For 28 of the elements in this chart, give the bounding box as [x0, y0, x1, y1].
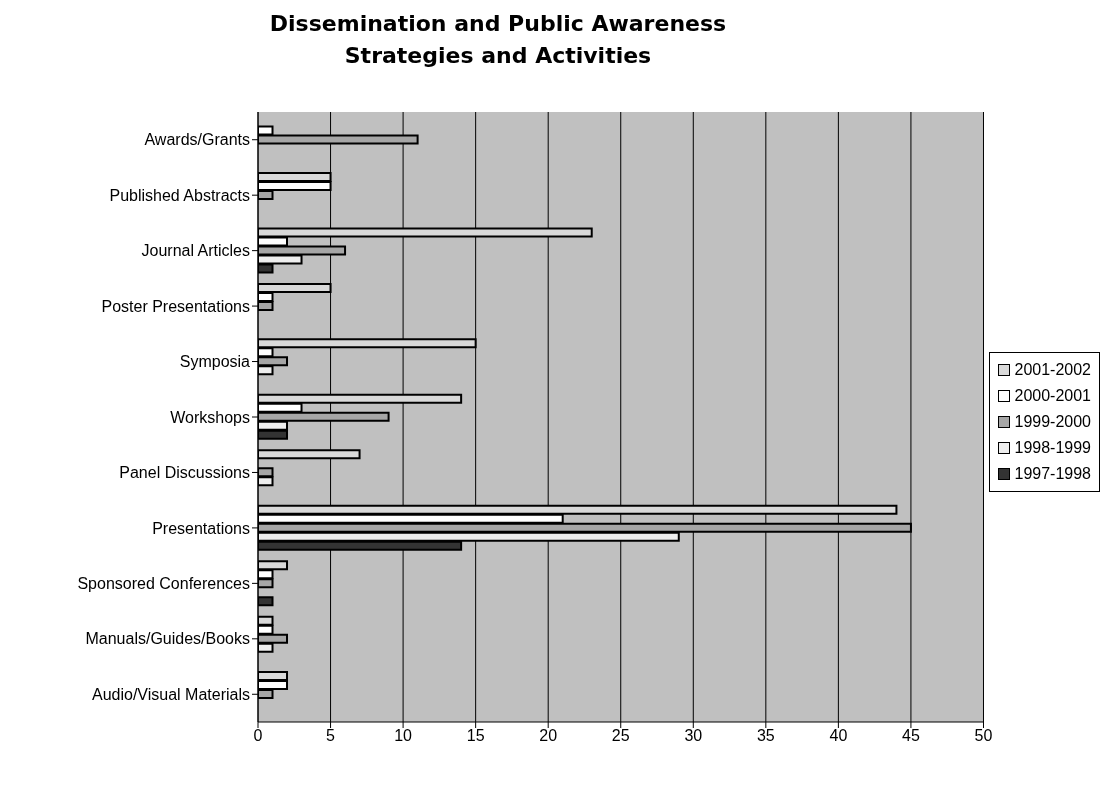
y-tick-label: Journal Articles: [141, 242, 250, 260]
legend-label: 1998-1999: [1014, 438, 1091, 458]
x-tick-label: 5: [326, 727, 336, 745]
legend-label: 1997-1998: [1014, 464, 1091, 484]
legend-label: 1999-2000: [1014, 412, 1091, 432]
x-tick-label: 25: [611, 727, 630, 745]
y-tick-label: Awards/Grants: [144, 131, 250, 149]
x-tick-label: 20: [539, 727, 558, 745]
y-tick-label: Symposia: [179, 353, 251, 371]
legend-label: 2001-2002: [1014, 360, 1091, 380]
y-tick-label: Workshops: [170, 408, 250, 426]
x-tick-label: 30: [684, 727, 703, 745]
x-tick-label: 0: [253, 727, 263, 745]
x-tick-label: 50: [974, 727, 993, 745]
y-tick-label: Published Abstracts: [109, 186, 250, 204]
y-tick-label: Panel Discussions: [119, 464, 250, 482]
y-tick-label: Poster Presentations: [101, 297, 250, 315]
legend-label: 2000-2001: [1014, 386, 1091, 406]
x-tick-label: 35: [756, 727, 775, 745]
y-tick-label: Sponsored Conferences: [77, 575, 250, 593]
y-tick-label: Manuals/Guides/Books: [85, 630, 250, 648]
x-tick-label: 45: [902, 727, 920, 745]
y-tick-label: Audio/Visual Materials: [91, 685, 250, 703]
x-tick-label: 10: [394, 727, 413, 745]
chart-title: Dissemination and Public Awareness Strategies and Activities: [268, 10, 728, 70]
x-tick-label: 15: [466, 727, 485, 745]
y-tick-label: Presentations: [152, 519, 250, 537]
x-tick-label: 40: [829, 727, 848, 745]
